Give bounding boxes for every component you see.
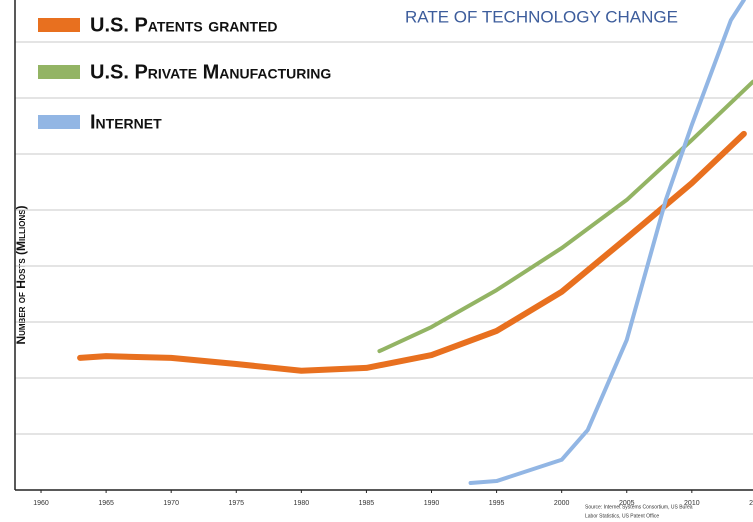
x-tick-label: 2000: [554, 500, 570, 507]
x-tick-label: 1970: [163, 500, 179, 507]
y-axis-label: Number of Hosts (Millions): [14, 205, 28, 344]
legend-label: U.S. Private Manufacturing: [90, 61, 331, 83]
x-tick-label: 1990: [424, 500, 440, 507]
series-line: [468, 0, 746, 485]
x-tick-label: 1965: [98, 500, 114, 507]
source-note: Source: Internet Systems Consortium, US …: [585, 504, 693, 510]
x-tick-label: 2010: [684, 500, 700, 507]
chart-title: RATE OF TECHNOLOGY CHANGE: [405, 7, 678, 26]
x-tick-label: 1960: [33, 500, 49, 507]
x-tick-label: 1995: [489, 500, 505, 507]
x-tick-label: 1975: [228, 500, 244, 507]
x-tick-label: 2005: [619, 500, 635, 507]
x-tick-label: 1980: [294, 500, 310, 507]
x-tick-label: 1985: [359, 500, 375, 507]
series-line: [377, 79, 753, 354]
legend-label: U.S. Patents granted: [90, 14, 278, 36]
legend-label: Internet: [90, 111, 162, 133]
series-line: [77, 130, 747, 374]
x-tick-label: 2015: [749, 500, 753, 507]
source-note: Labor Statistics, US Patent Office: [585, 513, 659, 519]
